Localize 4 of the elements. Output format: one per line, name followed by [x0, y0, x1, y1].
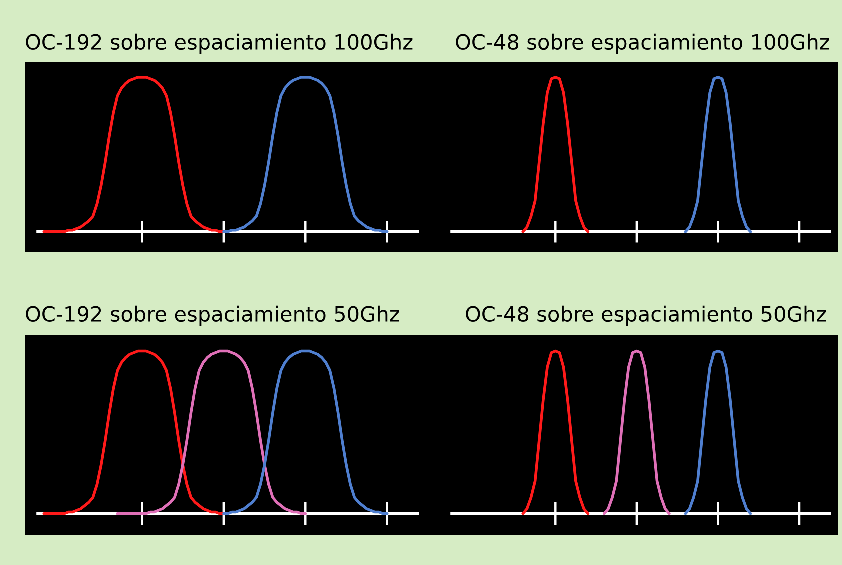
chart-title: OC-192 sobre espaciamiento 100Ghz — [26, 34, 413, 54]
chart-title: OC-48 sobre espaciamiento 100Ghz — [456, 34, 830, 54]
chart-title: OC-192 sobre espaciamiento 50Ghz — [26, 306, 400, 326]
chart-title: OC-48 sobre espaciamiento 50Ghz — [466, 306, 826, 326]
